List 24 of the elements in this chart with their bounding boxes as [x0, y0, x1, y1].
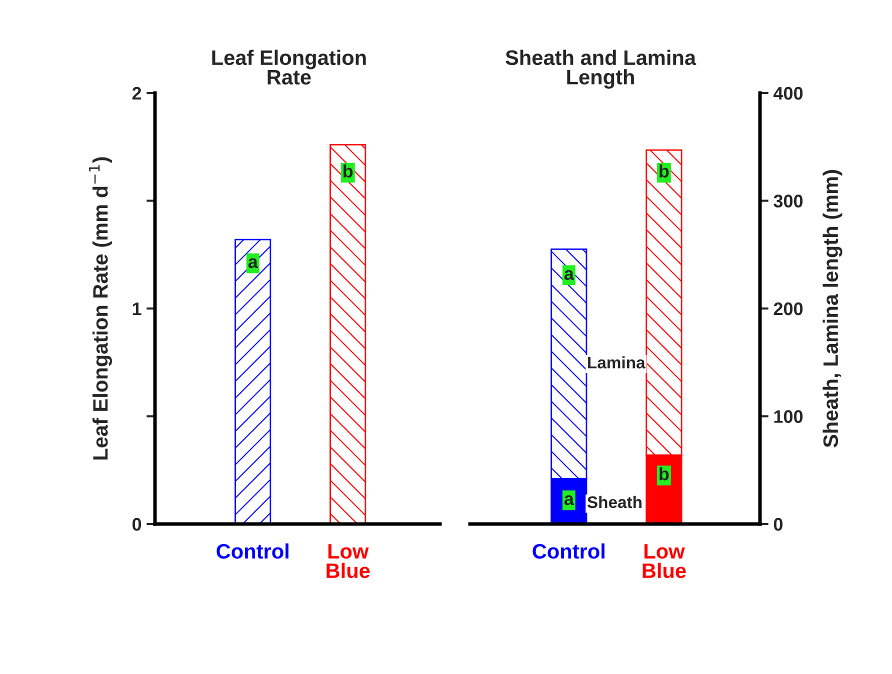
annotation: b [660, 164, 669, 178]
annotation: a [248, 258, 258, 268]
x-tick-label: Low Blue [326, 544, 370, 578]
y-tick-label: 400 [773, 86, 803, 100]
annotation: a [564, 495, 574, 506]
x-tick-label: Control [216, 543, 288, 559]
x-tick-label: Control [532, 543, 604, 559]
y-tick-label: 0 [132, 518, 142, 531]
chart-title: Sheath and Lamina Length [506, 50, 696, 89]
annotation: b [660, 467, 669, 480]
y-tick-label: 1 [132, 302, 142, 316]
y-tick-label: 100 [774, 410, 803, 423]
y-tick-label: 300 [774, 194, 803, 208]
annotation: b [344, 164, 353, 178]
series-label: Lamina [588, 356, 646, 368]
y-axis-title: Leaf Elongation Rate (mm d$^{−1}$) [88, 157, 112, 460]
y-axis-title: Sheath, Lamina length (mm) [822, 170, 842, 448]
y-tick-label: 200 [774, 302, 803, 316]
x-tick-label: Low Blue [642, 544, 686, 578]
annotation: a [564, 270, 574, 280]
chart-title: Leaf Elongation Rate [212, 50, 366, 85]
series-label: Sheath [587, 496, 642, 508]
y-tick-label: 0 [774, 518, 782, 531]
y-tick-label: 2 [132, 86, 142, 100]
